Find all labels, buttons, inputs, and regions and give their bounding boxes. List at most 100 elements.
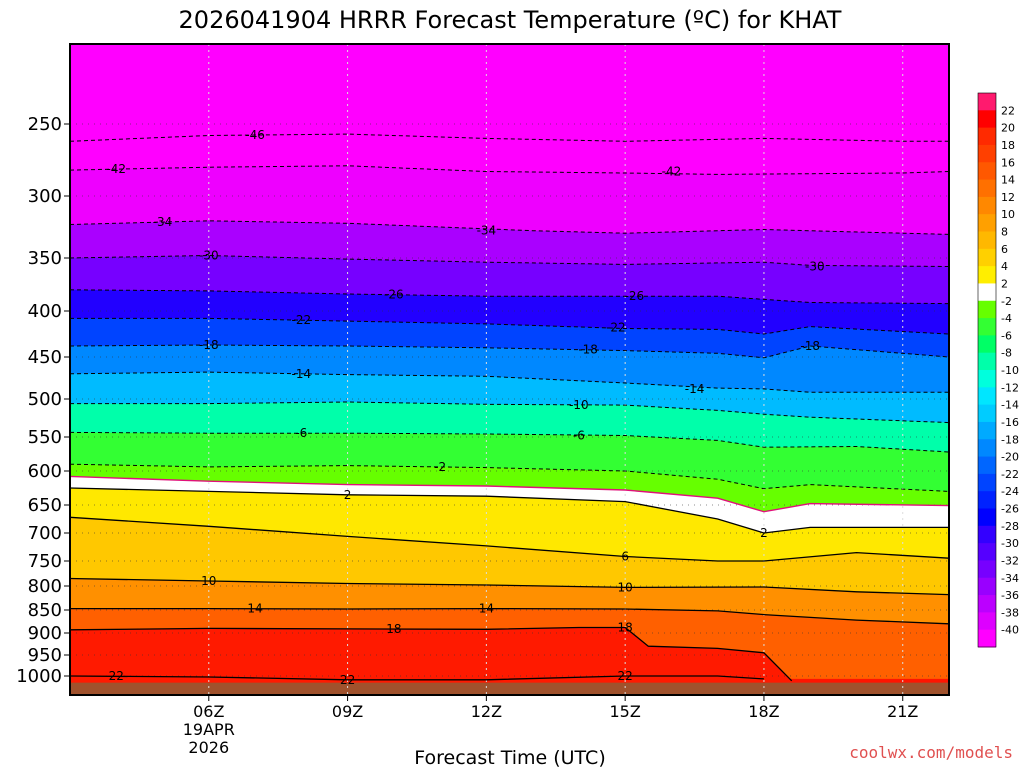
contour-label: -26 (384, 288, 404, 302)
colorbar-swatch (978, 525, 996, 544)
x-tick-date: 19APR (183, 720, 235, 739)
colorbar-label: -34 (1001, 572, 1019, 585)
contour-label: 2 (344, 488, 352, 502)
colorbar-label: -38 (1001, 606, 1019, 619)
contour-10 (70, 577, 949, 596)
contour-labels: -46-42-34-30-26-22-18-14-10-6-2261014182… (106, 128, 824, 687)
y-tick-label: 900 (28, 623, 62, 644)
colorbar-swatch (978, 248, 996, 267)
plot-frame (69, 43, 950, 696)
contour-m46 (70, 133, 949, 142)
colorbar-label: -14 (1001, 399, 1019, 412)
colorbar-swatch (978, 473, 996, 492)
contour-14 (70, 607, 949, 625)
y-tick-label: 950 (28, 645, 62, 666)
colorbar-swatch (978, 595, 996, 613)
contour-label: -2 (434, 460, 446, 474)
y-tick-label: 500 (28, 389, 62, 410)
x-tick-year: 2026 (188, 738, 229, 757)
contour-label: 22 (109, 669, 124, 683)
x-tick-label: 12Z (471, 702, 502, 721)
contour-label: 14 (479, 602, 494, 616)
colorbar-label: -16 (1001, 416, 1019, 429)
y-tick-label: 700 (28, 523, 62, 544)
colorbar-legend: 22 20 18 16 14 12 10 8 6 4 2 -2 -4 -6 -8 -10 -12 -14 -16 -1… (977, 92, 1019, 648)
contour-label: 18 (618, 620, 633, 634)
contour-m22 (70, 317, 949, 335)
contour-label: -34 (477, 224, 497, 238)
colorbar-swatch (978, 352, 996, 371)
colorbar-label: -40 (1001, 624, 1019, 637)
temperature-bands (70, 44, 949, 695)
colorbar-label: -2 (1001, 295, 1012, 308)
colorbar-label: -30 (1001, 537, 1019, 550)
contour-m42 (70, 165, 949, 175)
colorbar-label: 18 (1001, 139, 1015, 152)
colorbar-label: 14 (1001, 174, 1015, 187)
colorbar-label: -12 (1001, 381, 1019, 394)
contour-label: -14 (292, 367, 312, 381)
contour-label: -18 (578, 343, 598, 357)
colorbar-swatch (978, 231, 996, 250)
grid-lines (70, 44, 949, 695)
colorbar-swatch (978, 508, 996, 527)
colorbar-label: -28 (1001, 520, 1019, 533)
colorbar-label: 12 (1001, 191, 1015, 204)
colorbar-label: -6 (1001, 329, 1012, 342)
contour-label: -22 (606, 321, 626, 335)
colorbar-swatch (978, 300, 996, 319)
contour-label: -6 (295, 426, 307, 440)
colorbar-swatch (978, 491, 996, 509)
credit-text: coolwx.com/models (849, 743, 1013, 762)
colorbar-label: 8 (1001, 226, 1008, 239)
colorbar-swatch (978, 404, 996, 423)
colorbar-swatch (978, 214, 996, 232)
contour-label: 18 (386, 622, 401, 636)
contour-label: -30 (805, 259, 825, 273)
chart-title: 2026041904 HRRR Forecast Temperature (ºC… (179, 6, 842, 34)
colorbar-label: 2 (1001, 277, 1008, 290)
contour-label: -30 (199, 249, 219, 263)
y-tick-label: 250 (28, 114, 62, 135)
y-tick-label: 350 (28, 248, 62, 269)
contour-label: -42 (662, 165, 682, 179)
colorbar-swatch (978, 543, 996, 561)
contour-label: 6 (621, 550, 629, 564)
contour-label: 22 (618, 669, 633, 683)
colorbar-label: -18 (1001, 433, 1019, 446)
colorbar-label: 4 (1001, 260, 1008, 273)
colorbar-swatch (978, 456, 996, 475)
contour-label: -18 (199, 338, 219, 352)
y-tick-label: 800 (28, 576, 62, 597)
colorbar-swatch (978, 144, 996, 163)
x-axis-label: Forecast Time (UTC) (414, 747, 605, 768)
colorbar-swatch (978, 127, 996, 146)
colorbar-swatch (978, 335, 996, 354)
contour-label: -22 (292, 313, 312, 327)
x-tick-label: 18Z (748, 702, 779, 721)
y-tick-label: 450 (28, 347, 62, 368)
y-tick-label: 650 (28, 495, 62, 516)
colorbar-label: 6 (1001, 243, 1008, 256)
colorbar-label: -10 (1001, 364, 1019, 377)
colorbar-swatch (978, 629, 996, 648)
y-tick-label: 400 (28, 301, 62, 322)
isotherm-contours (70, 133, 949, 682)
colorbar-swatch (978, 577, 996, 596)
contour-m30 (70, 254, 949, 267)
colorbar-swatch (978, 179, 996, 198)
colorbar-swatch (978, 110, 996, 129)
colorbar-label: 16 (1001, 156, 1015, 169)
x-tick-label: 21Z (887, 702, 918, 721)
colorbar-label: -24 (1001, 485, 1019, 498)
colorbar-swatch (978, 560, 996, 579)
colorbar-label: 20 (1001, 122, 1015, 135)
contour-label: -46 (245, 128, 265, 142)
colorbar-swatch (978, 93, 996, 111)
contour-m26 (70, 289, 949, 305)
colorbar-label: -36 (1001, 589, 1019, 602)
x-tick-label: 09Z (332, 702, 363, 721)
x-tick-label: 06Z (193, 702, 224, 721)
colorbar-swatch (978, 162, 996, 181)
